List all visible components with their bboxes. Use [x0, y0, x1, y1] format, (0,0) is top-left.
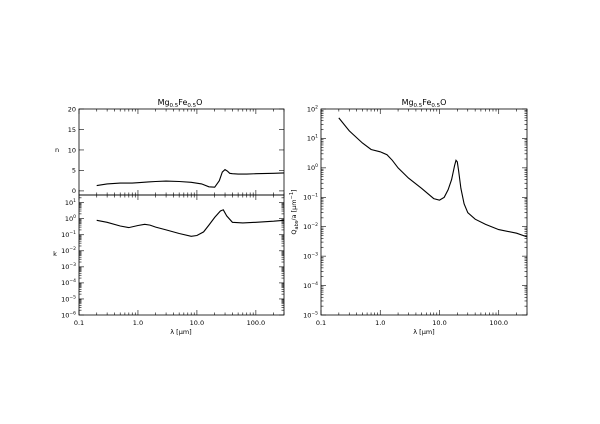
panel-n-xticks: [78, 109, 285, 195]
panel-k-xlabel: λ [µm]: [170, 328, 191, 336]
y-tick-label: 10−4: [303, 281, 318, 290]
y-tick-label: 102: [307, 104, 318, 113]
y-tick-label: 10−2: [61, 246, 76, 255]
series-line-k: [96, 209, 285, 237]
y-tick-label: 0: [72, 187, 76, 195]
series-line-n: [96, 168, 285, 188]
x-tick-label: 0.1: [74, 319, 84, 327]
series-line-qabs: [338, 117, 528, 238]
x-tick-label: 1.0: [375, 319, 385, 327]
y-tick-label: 10−2: [303, 222, 318, 231]
x-tick-label: 1.0: [133, 319, 143, 327]
panel-qabs-xlabel: λ [µm]: [413, 328, 434, 336]
panel-n-yticks: 0 5 10 15 20: [68, 105, 284, 195]
y-tick-label: 10−6: [61, 310, 76, 319]
y-tick-label: 10−5: [303, 310, 318, 319]
panel-qabs-yticks: 10−5 10−4 10−3 10−2 10−1 100 101 102: [303, 104, 527, 319]
panel-qabs-title: Mg0.5Fe0.5O: [402, 98, 447, 109]
panel-k-frame: [78, 194, 285, 316]
y-tick-label: 100: [65, 214, 76, 223]
panel-qabs-xticks: 0.1 1.0 10.0 100.0: [316, 109, 528, 327]
panel-qabs-frame: [320, 108, 528, 316]
y-tick-label: 10−4: [61, 278, 76, 287]
y-tick-label: 101: [307, 134, 318, 143]
panel-n-title: Mg0.5Fe0.5O: [158, 98, 203, 109]
panel-k-ylabel: k: [53, 250, 57, 258]
x-tick-label: 10.0: [190, 319, 204, 327]
panel-k-yticks: 10−6 10−5 10−4 10−3 10−2 10−1 100 101: [61, 194, 284, 319]
x-tick-label: 100.0: [489, 319, 508, 327]
x-tick-label: 10.0: [432, 319, 446, 327]
y-tick-label: 15: [68, 126, 76, 134]
panel-qabs-ylabel: Qabs/a [µm−1]: [289, 189, 300, 234]
y-tick-label: 10−1: [303, 193, 318, 202]
y-tick-label: 5: [72, 167, 76, 175]
y-tick-label: 100: [307, 163, 318, 172]
y-tick-label: 10−3: [303, 251, 318, 260]
y-tick-label: 101: [65, 198, 76, 207]
panel-k-xticks: 0.1 1.0 10.0 100.0: [74, 195, 285, 327]
x-tick-label: 0.1: [316, 319, 326, 327]
y-tick-label: 10−1: [61, 230, 76, 239]
x-tick-label: 100.0: [247, 319, 266, 327]
y-tick-label: 10−3: [61, 262, 76, 271]
panel-n: Mg0.5Fe0.5O n 0 5 10 15 20: [55, 98, 285, 196]
y-tick-label: 20: [68, 105, 76, 113]
y-tick-label: 10−5: [61, 294, 76, 303]
panel-n-ylabel: n: [55, 146, 59, 154]
panel-qabs: Mg0.5Fe0.5O Qabs/a [µm−1] 10−510−410−310…: [289, 98, 528, 336]
y-tick-label: 10: [68, 146, 76, 154]
